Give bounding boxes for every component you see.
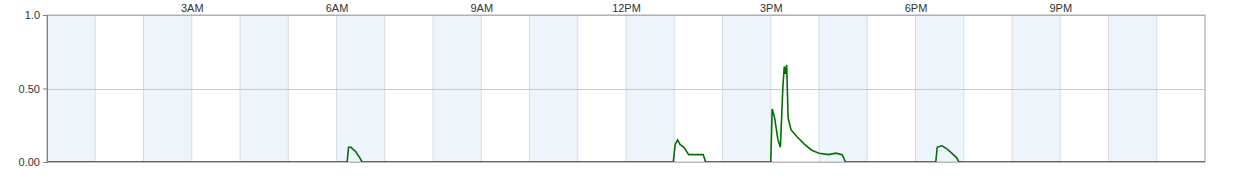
hour-line [577, 15, 578, 162]
x-tick: 6PM [905, 2, 928, 15]
y-tick-label: 1.0 [25, 9, 40, 21]
hour-line [433, 15, 434, 162]
x-tick: 3AM [181, 2, 204, 15]
hour-line [674, 15, 675, 162]
x-tick-label: 3AM [181, 2, 204, 14]
y-axis-line [43, 16, 48, 163]
hour-line [1012, 15, 1013, 162]
marks [47, 65, 1205, 162]
y-tick: 1.0 [25, 9, 47, 21]
x-tick: 6AM [326, 2, 349, 15]
hour-line [1108, 15, 1109, 162]
hour-line [288, 15, 289, 162]
x-tick-label: 6AM [326, 2, 349, 14]
y-tick: 0.50 [19, 83, 47, 95]
plot-frame [47, 15, 1205, 162]
hour-line [481, 15, 482, 162]
grid-line [47, 15, 1205, 16]
x-axis-line [48, 15, 1206, 16]
x-tick-label: 3PM [760, 2, 783, 14]
hour-line [1060, 15, 1061, 162]
hour-bands [47, 15, 1205, 162]
hour-band [1109, 15, 1157, 162]
chart: 3AM 6AM 9AM 12PM 3PM 6PM 9PM 0.00 0.50 1.0 [0, 0, 1250, 178]
x-tick: 9AM [470, 2, 493, 15]
x-tick-label: 9AM [470, 2, 493, 14]
hour-line [722, 15, 723, 162]
hour-line [336, 15, 337, 162]
hour-band [530, 15, 578, 162]
hour-band [626, 15, 674, 162]
hour-line [867, 15, 868, 162]
y-tick-label: 0.50 [19, 83, 40, 95]
y-tick: 0.00 [19, 156, 47, 168]
hour-band [723, 15, 771, 162]
x-tick: 9PM [1049, 2, 1072, 15]
plot: 3AM 6AM 9AM 12PM 3PM 6PM 9PM 0.00 0.50 1.0 [19, 2, 1206, 168]
grid-line [47, 89, 1205, 90]
hour-band [916, 15, 964, 162]
y-axis: 0.00 0.50 1.0 [19, 9, 48, 168]
grid [47, 16, 1205, 163]
hour-band [240, 15, 288, 162]
hour-line [191, 15, 192, 162]
y-tick-mark [43, 15, 47, 16]
hour-line [963, 15, 964, 162]
x-tick: 12PM [612, 2, 641, 15]
hour-line [819, 15, 820, 162]
y-tick-label: 0.00 [19, 156, 40, 168]
hour-line [240, 15, 241, 162]
hour-band [819, 15, 867, 162]
series-line [47, 65, 1205, 162]
hour-line [143, 15, 144, 162]
hour-line [95, 15, 96, 162]
hour-line [384, 15, 385, 162]
x-tick: 3PM [760, 2, 783, 15]
hour-band [337, 15, 385, 162]
x-axis: 3AM 6AM 9AM 12PM 3PM 6PM 9PM [48, 2, 1206, 16]
y-tick-mark [43, 162, 47, 163]
hour-line [915, 15, 916, 162]
x-tick-label: 9PM [1049, 2, 1072, 14]
x-tick-label: 6PM [905, 2, 928, 14]
x-tick-label: 12PM [612, 2, 641, 14]
hour-line [1156, 15, 1157, 162]
hour-band [144, 15, 192, 162]
hour-line [626, 15, 627, 162]
hour-line [529, 15, 530, 162]
y-tick-mark [43, 89, 47, 90]
hour-band [433, 15, 481, 162]
hour-band [47, 15, 95, 162]
hour-band [1012, 15, 1060, 162]
